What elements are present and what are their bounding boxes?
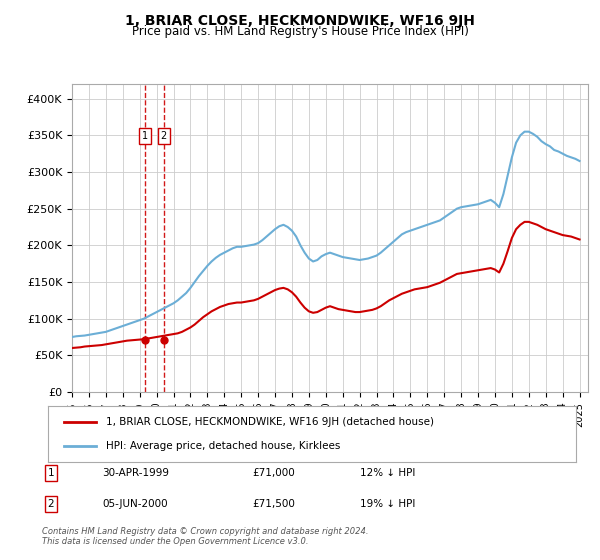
Text: 2: 2 bbox=[161, 132, 167, 141]
Text: 12% ↓ HPI: 12% ↓ HPI bbox=[360, 468, 415, 478]
Text: 1: 1 bbox=[47, 468, 55, 478]
Text: 2: 2 bbox=[47, 499, 55, 509]
Text: £71,500: £71,500 bbox=[252, 499, 295, 509]
Text: Contains HM Land Registry data © Crown copyright and database right 2024.
This d: Contains HM Land Registry data © Crown c… bbox=[42, 526, 368, 546]
Text: 1, BRIAR CLOSE, HECKMONDWIKE, WF16 9JH: 1, BRIAR CLOSE, HECKMONDWIKE, WF16 9JH bbox=[125, 14, 475, 28]
Text: 1: 1 bbox=[142, 132, 148, 141]
Text: Price paid vs. HM Land Registry's House Price Index (HPI): Price paid vs. HM Land Registry's House … bbox=[131, 25, 469, 38]
Text: 19% ↓ HPI: 19% ↓ HPI bbox=[360, 499, 415, 509]
Text: 05-JUN-2000: 05-JUN-2000 bbox=[102, 499, 167, 509]
Text: 1, BRIAR CLOSE, HECKMONDWIKE, WF16 9JH (detached house): 1, BRIAR CLOSE, HECKMONDWIKE, WF16 9JH (… bbox=[106, 417, 434, 427]
Text: 30-APR-1999: 30-APR-1999 bbox=[102, 468, 169, 478]
Text: HPI: Average price, detached house, Kirklees: HPI: Average price, detached house, Kirk… bbox=[106, 441, 340, 451]
Text: £71,000: £71,000 bbox=[252, 468, 295, 478]
